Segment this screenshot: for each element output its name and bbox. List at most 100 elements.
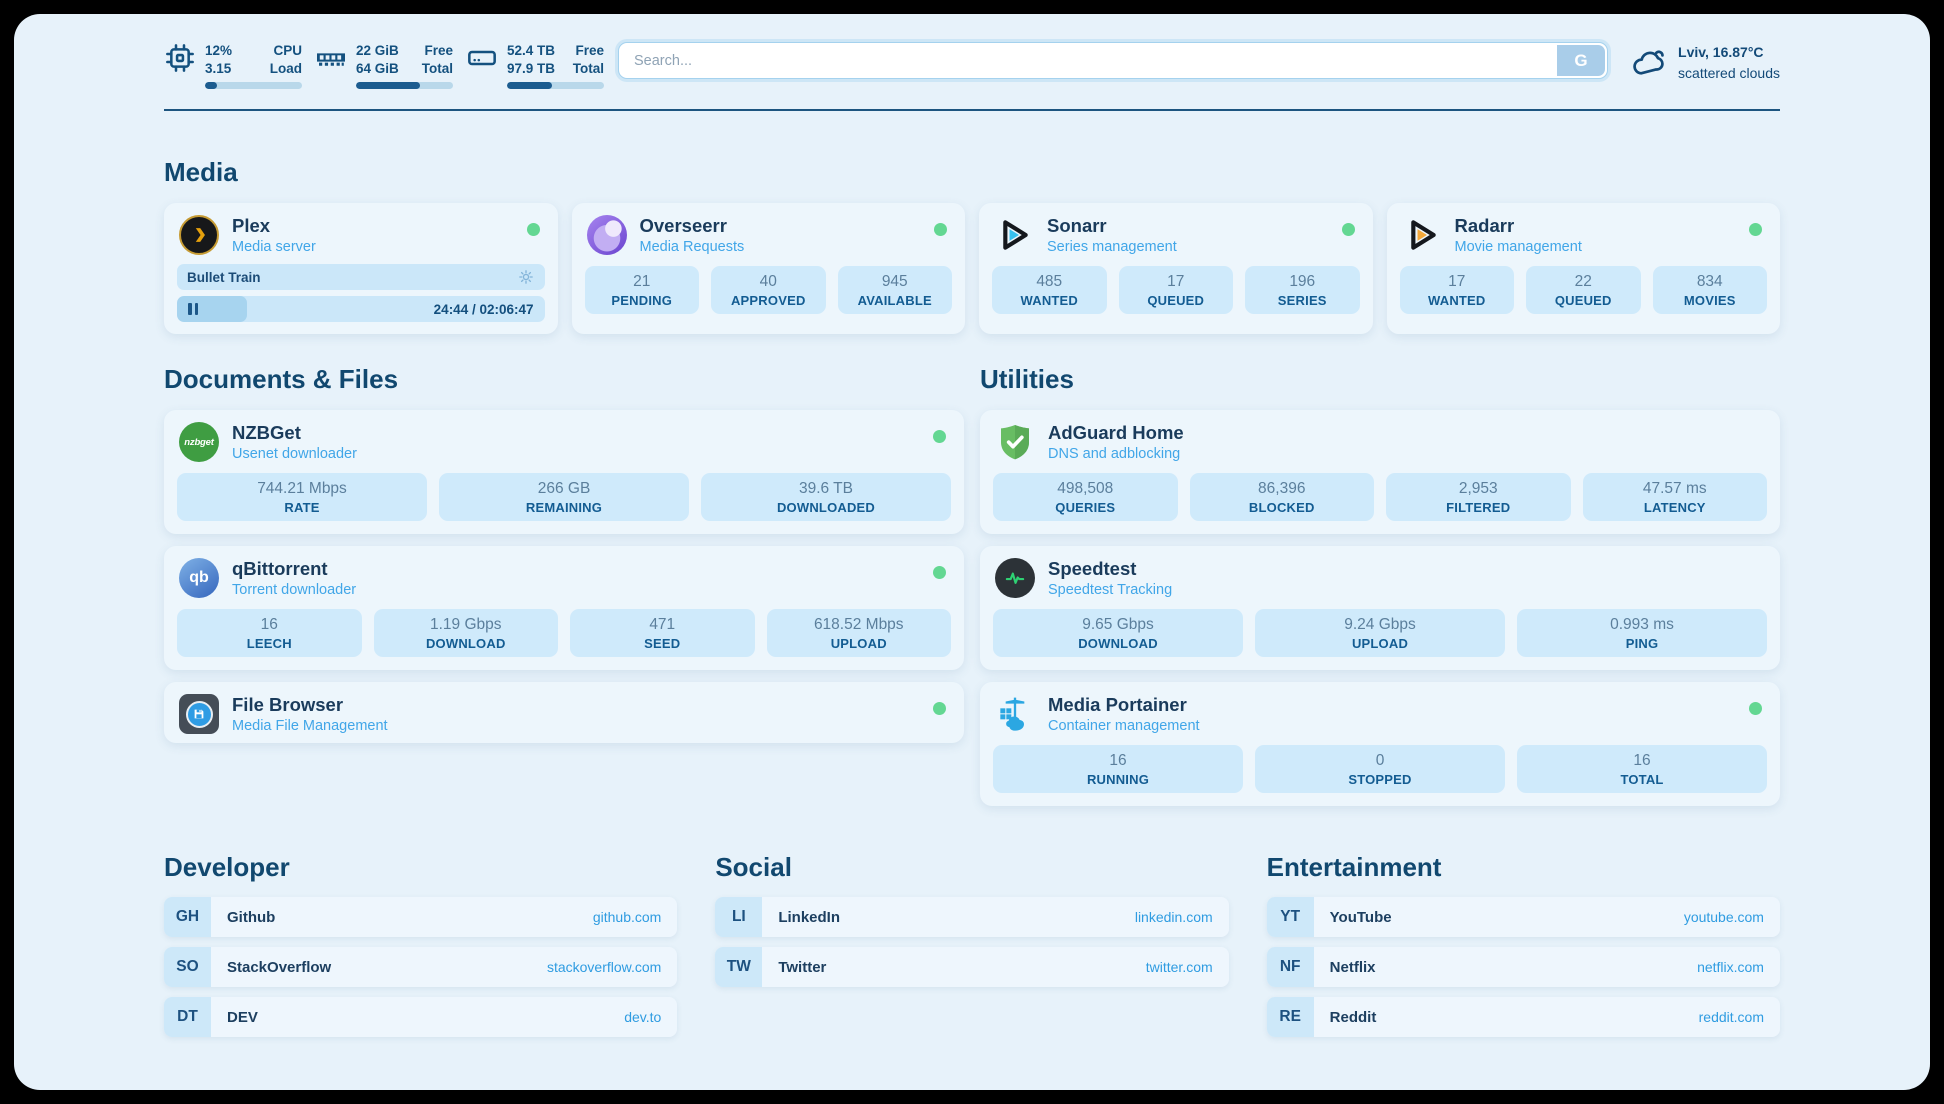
app-name: Media Portainer xyxy=(1048,694,1187,716)
stat-tile: 17 QUEUED xyxy=(1118,266,1233,315)
now-playing-row: Bullet Train xyxy=(177,264,545,291)
app-link-plex[interactable]: Plex Media server xyxy=(164,203,558,264)
stat-value: 834 xyxy=(1696,272,1723,290)
app-subtitle: Series management xyxy=(1047,238,1177,255)
stat-value: 16 xyxy=(1109,751,1127,769)
header-divider xyxy=(164,109,1780,112)
stat-value: 471 xyxy=(649,615,676,633)
link-url: reddit.com xyxy=(1698,1009,1764,1026)
section-title-media: Media xyxy=(164,157,238,188)
app-stats: 744.21 Mbps RATE 266 GB REMAINING 39.6 TB D… xyxy=(164,471,964,534)
app-link-nzbget[interactable]: nzbget NZBGet Usenet downloader xyxy=(164,410,964,471)
media-card-grid: Plex Media server Bullet Train 24:44 / 0… xyxy=(164,203,1781,335)
stat-tile: 196 SERIES xyxy=(1245,266,1360,315)
section-title-entertainment: Entertainment xyxy=(1266,852,1442,883)
link-url: dev.to xyxy=(624,1009,662,1026)
stat-value: 485 xyxy=(1036,272,1063,290)
stat-label: UPLOAD xyxy=(830,635,887,651)
stat-label: PENDING xyxy=(611,292,673,308)
app-subtitle: DNS and adblocking xyxy=(1048,445,1181,462)
app-link-radarr[interactable]: Radarr Movie management xyxy=(1387,203,1781,264)
stat-tile: 39.6 TB DOWNLOADED xyxy=(701,473,951,522)
app-link-overseerr[interactable]: Overseerr Media Requests xyxy=(572,203,966,264)
stat-tile: 618.52 Mbps UPLOAD xyxy=(766,609,951,658)
app-subtitle: Usenet downloader xyxy=(232,445,357,462)
status-indicator xyxy=(933,566,946,580)
link-reddit[interactable]: RE Reddit reddit.com xyxy=(1266,997,1780,1038)
stat-tile: 17 WANTED xyxy=(1399,266,1514,315)
stat-label: QUERIES xyxy=(1055,499,1116,515)
disk-stat: 52.4 TB 97.9 TB Free Total xyxy=(466,42,604,90)
stat-tile: 9.24 Gbps UPLOAD xyxy=(1255,609,1505,658)
link-name: Github xyxy=(227,908,276,926)
stat-label: WANTED xyxy=(1020,292,1079,308)
stat-label: SERIES xyxy=(1277,292,1327,308)
app-link-qbittorrent[interactable]: qb qBittorrent Torrent downloader xyxy=(164,546,964,607)
stat-value: 498,508 xyxy=(1057,479,1114,497)
link-linkedin[interactable]: LI LinkedIn linkedin.com xyxy=(715,897,1229,938)
app-link-sonarr[interactable]: Sonarr Series management xyxy=(979,203,1373,264)
app-name: NZBGet xyxy=(232,422,301,444)
stat-value: 266 GB xyxy=(537,479,591,497)
stat-tile: 2,953 FILTERED xyxy=(1386,473,1571,522)
filebrowser-icon xyxy=(179,694,219,735)
developer-section: Developer GH Github github.com SO StackO… xyxy=(164,852,678,1038)
app-link-adguard[interactable]: AdGuard Home DNS and adblocking xyxy=(980,410,1780,471)
stat-value: 47.57 ms xyxy=(1642,479,1707,497)
link-github[interactable]: GH Github github.com xyxy=(164,897,678,938)
stat-label: BLOCKED xyxy=(1248,499,1315,515)
link-name: Reddit xyxy=(1329,1008,1377,1026)
app-stats: 9.65 Gbps DOWNLOAD 9.24 Gbps UPLOAD 0.993 … xyxy=(980,607,1780,670)
status-indicator xyxy=(1749,223,1762,237)
search-engine-button[interactable]: G xyxy=(1557,45,1606,76)
search-input[interactable] xyxy=(618,42,1609,79)
dashboard-page: 12% 3.15 CPU Load 22 GiB 64 xyxy=(14,14,1930,1090)
app-subtitle: Media Requests xyxy=(639,238,745,255)
app-card-nzbget: nzbget NZBGet Usenet downloader 744.21 M… xyxy=(164,410,964,535)
link-dev[interactable]: DT DEV dev.to xyxy=(164,997,678,1038)
now-playing-title: Bullet Train xyxy=(187,269,261,285)
link-twitter[interactable]: TW Twitter twitter.com xyxy=(715,947,1229,988)
disk-icon xyxy=(466,42,498,74)
stat-value: 17 xyxy=(1448,272,1466,290)
stat-value: 744.21 Mbps xyxy=(257,479,347,497)
stat-label: DOWNLOADED xyxy=(776,499,876,515)
stat-value: 196 xyxy=(1289,272,1316,290)
app-subtitle: Container management xyxy=(1048,717,1200,734)
stat-value: 1.19 Gbps xyxy=(429,615,502,633)
overseerr-icon xyxy=(586,215,627,256)
stat-label: UPLOAD xyxy=(1351,635,1409,651)
stat-value: 9.65 Gbps xyxy=(1082,615,1154,633)
app-card-portainer: Media Portainer Container management 16 R… xyxy=(980,682,1780,807)
app-card-overseerr: Overseerr Media Requests 21 PENDING 40 APP… xyxy=(571,203,966,335)
app-name: Speedtest xyxy=(1048,558,1137,580)
playback-time: 24:44 / 02:06:47 xyxy=(433,301,534,317)
stat-value: 39.6 TB xyxy=(798,479,853,497)
stat-tile: 834 MOVIES xyxy=(1652,266,1767,315)
adguard-icon xyxy=(995,422,1035,462)
stat-tile: 9.65 Gbps DOWNLOAD xyxy=(993,609,1243,658)
app-stats: 498,508 QUERIES 86,396 BLOCKED 2,953 FILTER… xyxy=(980,471,1780,534)
app-link-filebrowser[interactable]: File Browser Media File Management xyxy=(164,682,964,743)
link-youtube[interactable]: YT YouTube youtube.com xyxy=(1266,897,1780,938)
stat-tile: 498,508 QUERIES xyxy=(993,473,1178,522)
link-stackoverflow[interactable]: SO StackOverflow stackoverflow.com xyxy=(164,947,678,988)
stat-label: DOWNLOAD xyxy=(425,635,506,651)
stat-value: 945 xyxy=(881,272,908,290)
stat-value: 22 xyxy=(1574,272,1592,290)
link-netflix[interactable]: NF Netflix netflix.com xyxy=(1266,947,1780,988)
section-title-documents: Documents & Files xyxy=(164,364,399,395)
link-name: LinkedIn xyxy=(778,908,840,926)
speedtest-icon xyxy=(995,558,1035,599)
app-link-portainer[interactable]: Media Portainer Container management xyxy=(980,682,1780,743)
disk-values: 52.4 TB 97.9 TB xyxy=(507,43,556,76)
cpu-icon xyxy=(164,42,196,74)
app-link-speedtest[interactable]: Speedtest Speedtest Tracking xyxy=(980,546,1780,607)
app-card-radarr: Radarr Movie management 17 WANTED 22 QUEUE… xyxy=(1386,203,1781,335)
stat-value: 16 xyxy=(1633,751,1651,769)
link-badge: GH xyxy=(164,897,211,938)
gear-icon[interactable] xyxy=(517,268,535,286)
app-stats: 16 LEECH 1.19 Gbps DOWNLOAD 471 SEED 618.52… xyxy=(164,607,964,670)
stat-label: AVAILABLE xyxy=(857,292,932,308)
status-indicator xyxy=(526,223,540,237)
